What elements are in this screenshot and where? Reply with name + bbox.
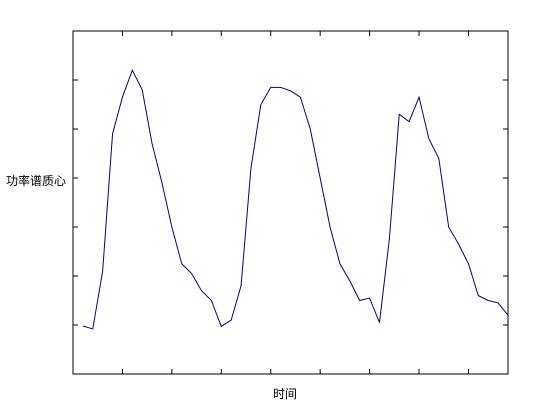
series-line [82, 68, 509, 330]
x-axis-ticks [121, 31, 469, 374]
y-axis-ticks [73, 30, 508, 326]
plot-area-frame [72, 30, 509, 375]
x-axis-label: 时间 [272, 387, 297, 401]
series-layer [82, 68, 509, 330]
y-axis-label: 功率谱质心 [6, 174, 67, 188]
